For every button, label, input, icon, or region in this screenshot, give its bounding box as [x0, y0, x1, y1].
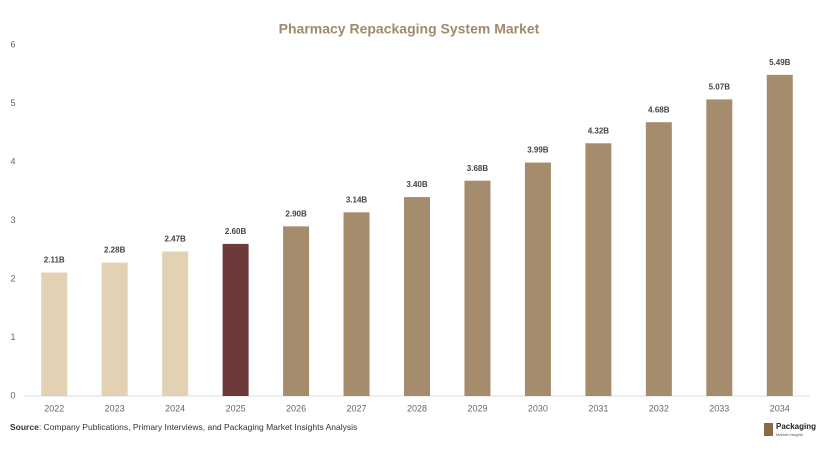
x-tick-label: 2026 — [286, 403, 306, 413]
logo-name: Packaging — [776, 422, 816, 431]
x-tick-label: 2032 — [649, 403, 669, 413]
bar — [343, 212, 370, 396]
value-label: 2.28B — [104, 246, 126, 255]
source-label: Source — [10, 422, 39, 432]
value-label: 2.11B — [44, 256, 65, 265]
x-tick-label: 2024 — [165, 403, 185, 413]
y-tick-label: 0 — [10, 390, 15, 400]
chart-title: Pharmacy Repackaging System Market — [279, 21, 540, 37]
y-tick-label: 5 — [10, 98, 15, 108]
logo-icon — [764, 423, 773, 436]
bar — [464, 180, 491, 396]
value-label: 2.47B — [164, 235, 186, 244]
x-tick-label: 2025 — [226, 403, 246, 413]
source-note: Source: Company Publications, Primary In… — [10, 422, 357, 432]
bar — [585, 143, 612, 396]
x-tick-label: 2029 — [467, 403, 487, 413]
x-tick-label: 2033 — [709, 403, 729, 413]
source-text: : Company Publications, Primary Intervie… — [39, 422, 357, 432]
x-tick-label: 2027 — [347, 403, 367, 413]
bar — [41, 272, 68, 396]
y-tick-label: 6 — [10, 39, 15, 49]
value-label: 3.99B — [527, 146, 549, 155]
logo-tagline: Market Insights — [776, 432, 803, 437]
value-label: 2.60B — [225, 227, 247, 236]
value-label: 2.90B — [285, 209, 307, 218]
x-tick-label: 2034 — [770, 403, 790, 413]
value-label: 4.32B — [588, 126, 610, 135]
y-tick-label: 1 — [10, 332, 15, 342]
bar — [645, 122, 672, 396]
x-tick-label: 2030 — [528, 403, 548, 413]
bar — [162, 251, 189, 396]
value-label: 3.40B — [406, 180, 428, 189]
value-label: 3.14B — [346, 195, 368, 204]
bar — [766, 74, 793, 397]
x-tick-label: 2022 — [44, 403, 64, 413]
bar — [524, 162, 551, 396]
bar — [283, 226, 310, 396]
bar — [706, 99, 733, 396]
bar — [222, 243, 249, 396]
y-tick-label: 4 — [10, 156, 15, 166]
value-label: 5.49B — [769, 58, 791, 67]
y-tick-label: 3 — [10, 215, 15, 225]
bar — [404, 197, 430, 396]
value-label: 4.68B — [648, 105, 670, 114]
value-label: 3.68B — [467, 164, 489, 173]
x-tick-label: 2028 — [407, 403, 427, 413]
x-tick-label: 2023 — [105, 403, 125, 413]
y-tick-label: 2 — [10, 273, 15, 283]
logo: Packaging Market Insights — [764, 422, 816, 437]
bar — [101, 262, 128, 396]
x-tick-label: 2031 — [588, 403, 608, 413]
value-label: 5.07B — [709, 83, 731, 92]
